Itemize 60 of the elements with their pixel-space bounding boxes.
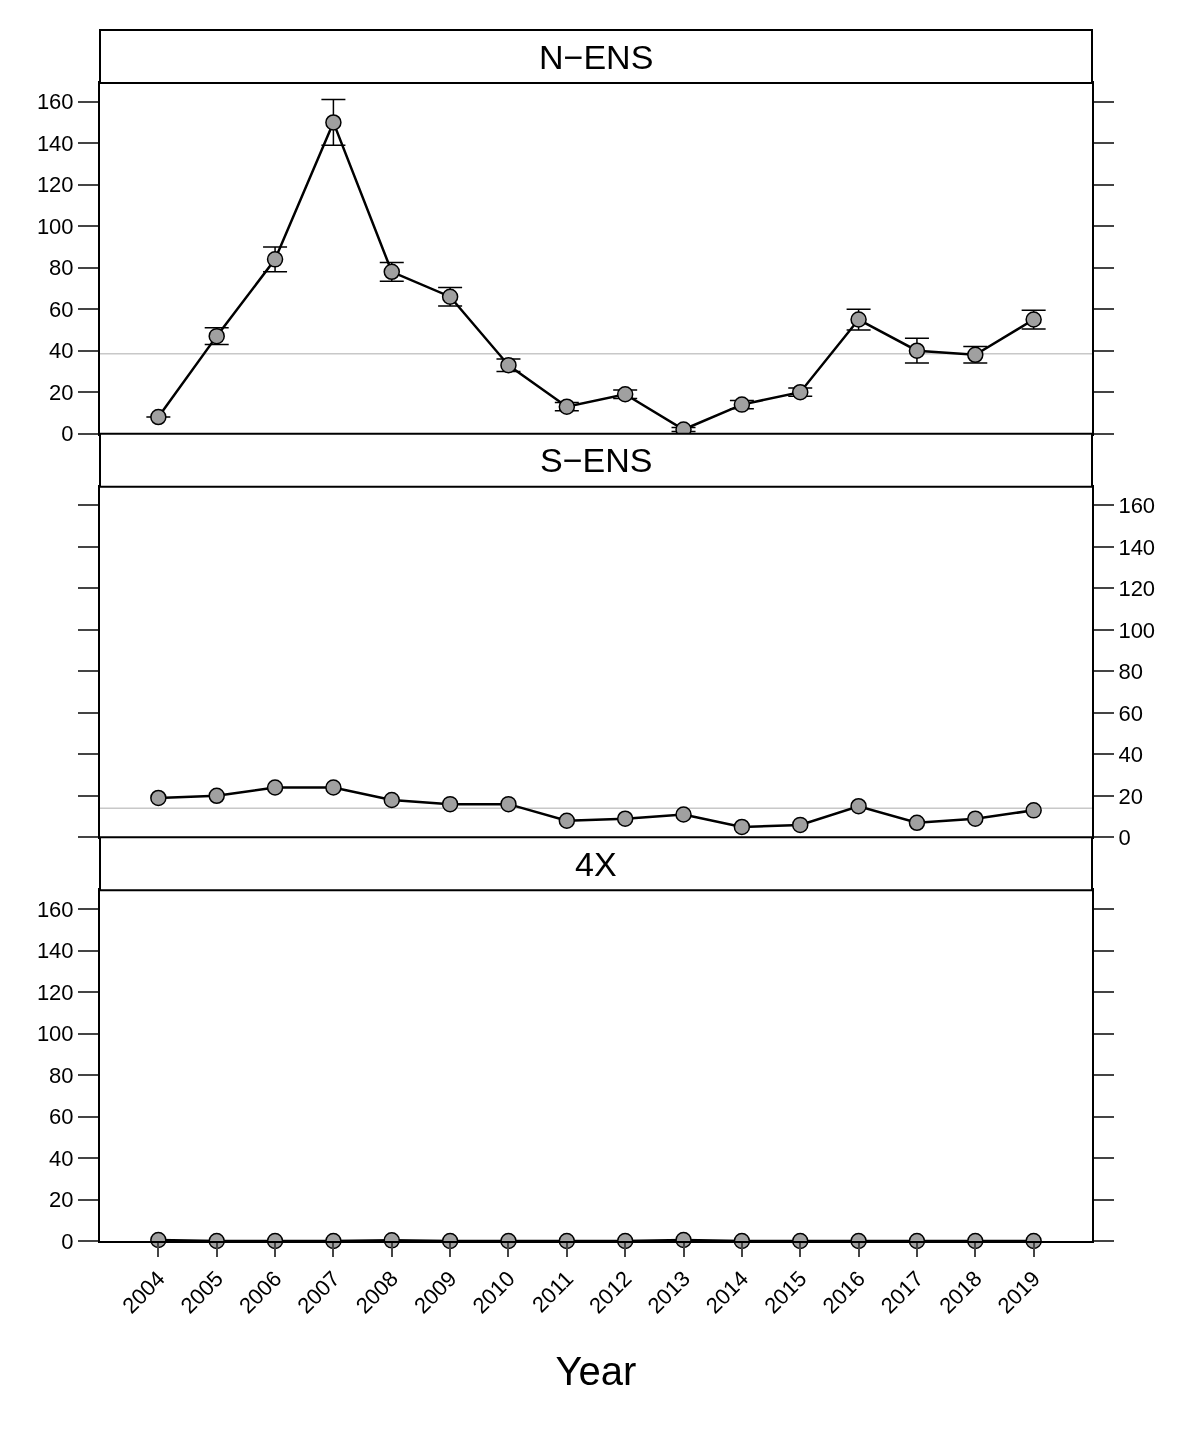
point xyxy=(266,779,284,796)
y-tick-label: 60 xyxy=(49,296,74,322)
y-tick-label: 80 xyxy=(49,255,74,281)
point xyxy=(208,787,225,805)
y-tick-label: 60 xyxy=(1118,700,1143,726)
point xyxy=(325,779,342,796)
y-tick-label: 120 xyxy=(36,979,74,1005)
y-tick-label: 160 xyxy=(36,89,74,115)
point xyxy=(733,396,751,413)
chart-title: 4X xyxy=(575,845,617,883)
point xyxy=(383,791,401,809)
y-tick-label: 0 xyxy=(1118,825,1131,851)
y-tick-label: 0 xyxy=(61,421,74,447)
y-tick-label: 120 xyxy=(36,172,74,198)
y-tick-label: 140 xyxy=(36,130,74,156)
point xyxy=(967,346,984,364)
point xyxy=(500,795,517,813)
x-axis-title: Year xyxy=(555,1349,637,1394)
point xyxy=(266,251,284,268)
y-tick-label: 0 xyxy=(61,1228,74,1254)
point xyxy=(558,812,576,829)
y-tick-label: 100 xyxy=(36,1021,74,1047)
point xyxy=(558,398,576,415)
point xyxy=(850,797,867,815)
point xyxy=(150,408,167,426)
point xyxy=(792,816,809,834)
point xyxy=(325,114,342,131)
point xyxy=(967,810,984,827)
point xyxy=(500,356,517,374)
point xyxy=(733,818,751,836)
y-tick-label: 160 xyxy=(1118,493,1156,519)
y-tick-label: 20 xyxy=(49,379,74,405)
y-tick-label: 40 xyxy=(1118,742,1143,768)
y-tick-label: 140 xyxy=(1118,534,1156,560)
chart-title: S−ENS xyxy=(540,441,653,479)
point xyxy=(908,342,926,359)
point xyxy=(908,814,926,832)
y-tick-label: 40 xyxy=(49,1145,74,1171)
point xyxy=(1025,802,1042,819)
y-tick-label: 140 xyxy=(36,938,74,964)
y-tick-label: 40 xyxy=(49,338,74,364)
point xyxy=(441,795,459,813)
y-tick-label: 20 xyxy=(49,1187,74,1213)
point xyxy=(792,383,809,401)
y-tick-label: 100 xyxy=(1118,617,1156,643)
y-tick-label: 80 xyxy=(1118,659,1143,685)
y-tick-label: 20 xyxy=(1118,783,1143,809)
y-tick-label: 60 xyxy=(49,1104,74,1130)
point xyxy=(850,311,867,328)
y-tick-label: 160 xyxy=(36,896,74,922)
point xyxy=(675,806,692,823)
point xyxy=(208,327,225,345)
y-tick-label: 100 xyxy=(36,213,74,239)
chart-title: N−ENS xyxy=(539,38,654,76)
point xyxy=(150,789,167,807)
y-tick-label: 80 xyxy=(49,1062,74,1088)
point xyxy=(616,810,634,827)
point xyxy=(1025,311,1042,328)
y-tick-label: 120 xyxy=(1118,576,1156,602)
point xyxy=(616,385,634,403)
